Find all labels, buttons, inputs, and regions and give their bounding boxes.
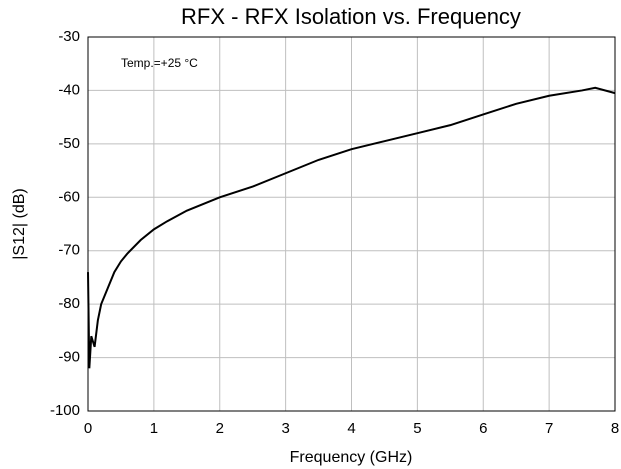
y-tick-label: -70 xyxy=(58,242,80,259)
y-axis-label: |S12| (dB) xyxy=(11,188,28,259)
y-tick-label: -80 xyxy=(58,295,80,312)
x-tick-label: 7 xyxy=(545,420,553,437)
x-tick-label: 5 xyxy=(413,420,421,437)
x-tick-label: 6 xyxy=(479,420,487,437)
y-tick-label: -40 xyxy=(58,81,80,98)
x-tick-label: 1 xyxy=(150,420,158,437)
plot-frame xyxy=(87,36,616,412)
y-tick-label: -90 xyxy=(58,349,80,366)
x-axis-label: Frequency (GHz) xyxy=(290,449,413,466)
x-tick-label: 2 xyxy=(216,420,224,437)
annotation: Temp.=+25 °C xyxy=(121,56,198,70)
y-tick-label: -30 xyxy=(58,28,80,45)
x-tick-label: 3 xyxy=(281,420,289,437)
y-tick-label: -60 xyxy=(58,188,80,205)
x-tick-label: 4 xyxy=(347,420,355,437)
x-tick-label: 0 xyxy=(84,420,92,437)
y-tick-label: -50 xyxy=(58,135,80,152)
chart-title: RFX - RFX Isolation vs. Frequency xyxy=(181,4,521,29)
x-tick-label: 8 xyxy=(611,420,619,437)
data-line xyxy=(87,86,616,369)
y-tick-label: -100 xyxy=(50,402,80,419)
